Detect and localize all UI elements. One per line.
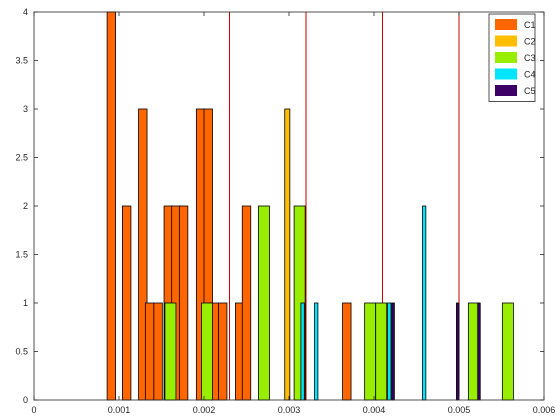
y-tick-label: 3 — [23, 104, 28, 114]
bar-c5 — [456, 302, 460, 401]
y-tick-label: 1.5 — [15, 250, 28, 260]
y-tick-label: 0.5 — [15, 347, 28, 357]
bar-c2 — [284, 108, 291, 401]
bar-c3 — [501, 302, 514, 401]
legend-swatch-c3 — [495, 52, 517, 63]
x-tick-label: 0 — [31, 405, 36, 415]
bar-c1 — [241, 205, 252, 401]
x-tick-label: 0.002 — [193, 405, 216, 415]
bar-c5 — [477, 302, 481, 401]
bar-c4 — [422, 205, 427, 401]
x-tick-label: 0.004 — [363, 405, 386, 415]
y-tick-label: 2.5 — [15, 153, 28, 163]
x-tick-label: 0.003 — [278, 405, 301, 415]
legend-label-c2: C2 — [524, 37, 536, 47]
bar-c1 — [144, 302, 155, 401]
bar-c3 — [375, 302, 388, 401]
legend-swatch-c1 — [495, 19, 517, 30]
y-tick-label: 4 — [23, 7, 28, 17]
y-tick-label: 0 — [23, 395, 28, 405]
legend-swatch-c2 — [495, 35, 517, 47]
legend-swatch-c4 — [495, 68, 517, 80]
bar-c3 — [364, 302, 377, 401]
legend-swatch-c5 — [495, 85, 517, 96]
histogram-bars — [106, 11, 514, 401]
legend-label-c5: C5 — [524, 86, 536, 96]
bar-c1 — [342, 302, 352, 401]
bar-c1 — [178, 205, 189, 401]
x-tick-label: 0.005 — [448, 405, 471, 415]
y-tick-label: 3.5 — [15, 56, 28, 66]
legend: C1 C2 C3 C4 C5 — [488, 13, 536, 102]
y-tick-label: 1 — [23, 298, 28, 308]
legend-label-c4: C4 — [524, 70, 536, 80]
bar-c3 — [164, 302, 177, 401]
legend-label-c3: C3 — [524, 53, 536, 63]
axes: 0 0.001 0.002 0.003 0.004 0.005 0.006 0 0.5 1 1.5 2… — [15, 7, 555, 415]
bar-c1 — [122, 205, 132, 401]
bar-c1 — [106, 11, 116, 401]
bar-c3 — [201, 302, 213, 401]
x-tick-label: 0.006 — [533, 405, 556, 415]
legend-label-c1: C1 — [524, 20, 536, 30]
bar-c1 — [218, 302, 228, 401]
bar-c4 — [300, 302, 305, 401]
bar-c3 — [257, 205, 270, 401]
bar-c5 — [391, 302, 395, 401]
bar-c4 — [387, 302, 392, 401]
y-tick-label: 2 — [23, 201, 28, 211]
x-tick-label: 0.001 — [108, 405, 131, 415]
bar-c1 — [153, 302, 163, 401]
bar-c4 — [314, 302, 319, 401]
